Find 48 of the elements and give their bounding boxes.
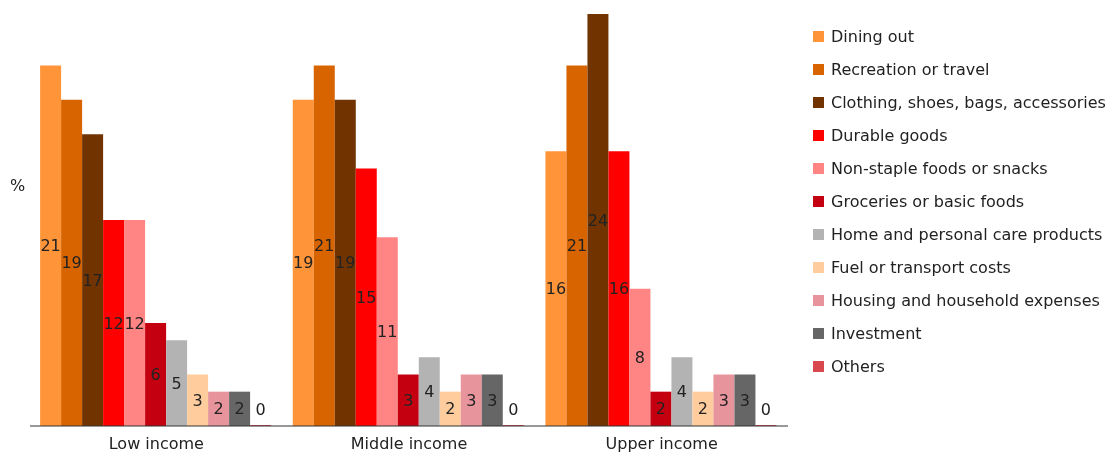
legend-label: Dining out xyxy=(831,27,914,46)
data-label: 3 xyxy=(466,390,477,410)
data-label: 8 xyxy=(634,347,646,367)
data-label: 16 xyxy=(608,279,630,299)
legend-label: Groceries or basic foods xyxy=(831,192,1025,211)
y-axis-title: % xyxy=(10,176,26,195)
legend-label: Recreation or travel xyxy=(831,60,990,79)
legend-label: Clothing, shoes, bags, accessories xyxy=(831,93,1106,112)
data-label: 24 xyxy=(587,210,609,230)
legend-label: Durable goods xyxy=(831,126,948,145)
data-label: 2 xyxy=(234,399,245,419)
data-label: 6 xyxy=(150,365,161,384)
data-label: 3 xyxy=(487,390,498,410)
x-tick-label: Low income xyxy=(108,434,204,454)
x-tick-label: Upper income xyxy=(605,434,718,454)
legend-label: Home and personal care products xyxy=(831,225,1103,244)
data-label: 2 xyxy=(697,399,709,419)
data-label: 19 xyxy=(335,253,356,273)
data-label: 15 xyxy=(356,287,377,307)
data-label: 11 xyxy=(377,322,398,342)
legend-label: Non-staple foods or snacks xyxy=(831,159,1048,178)
data-label: 17 xyxy=(82,270,103,290)
data-label: 4 xyxy=(676,382,688,402)
data-label: 0 xyxy=(508,399,519,419)
data-label: 16 xyxy=(545,279,567,299)
data-label: 4 xyxy=(424,382,435,402)
data-label: 3 xyxy=(739,390,751,410)
data-label: 21 xyxy=(566,236,588,256)
data-label: 2 xyxy=(655,399,667,419)
data-label: 12 xyxy=(124,313,145,333)
data-label: 2 xyxy=(213,399,224,419)
data-label: 12 xyxy=(103,313,124,333)
data-label: 5 xyxy=(171,373,182,393)
data-label: 21 xyxy=(40,236,61,256)
data-label: 0 xyxy=(255,399,266,419)
data-label: 2 xyxy=(445,399,456,419)
legend-label: Investment xyxy=(831,324,922,343)
legend-label: Housing and household expenses xyxy=(831,291,1100,310)
data-label: 19 xyxy=(293,253,314,273)
data-label: 19 xyxy=(61,253,82,273)
data-label: 0 xyxy=(760,399,772,419)
data-label: 3 xyxy=(718,390,730,410)
legend-label: Fuel or transport costs xyxy=(831,258,1011,277)
data-label: 21 xyxy=(314,236,335,256)
data-label: 3 xyxy=(192,390,203,410)
data-label: 3 xyxy=(403,390,414,410)
x-tick-label: Middle income xyxy=(350,434,468,454)
legend-label: Others xyxy=(831,357,885,376)
